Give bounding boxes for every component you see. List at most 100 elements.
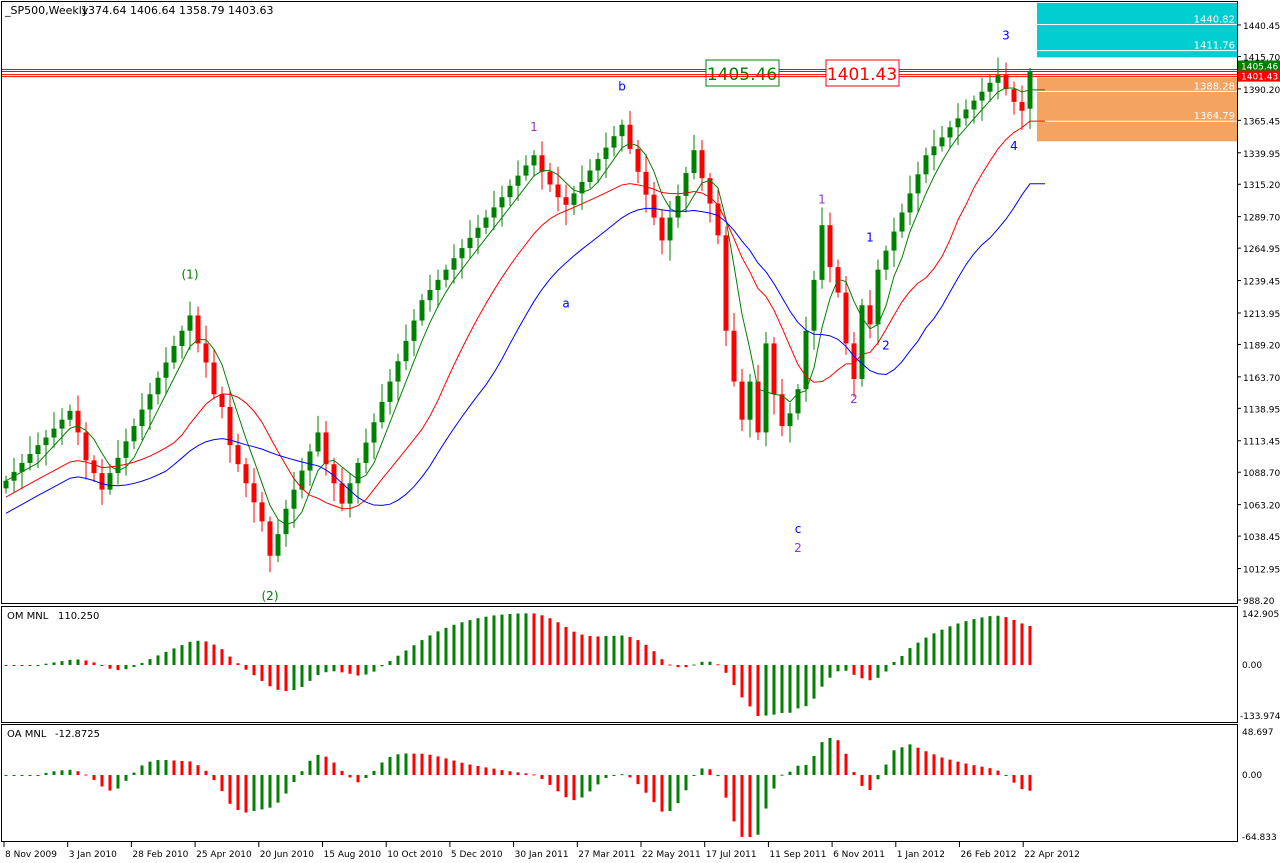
- y-tick-label: 1038.45: [1243, 533, 1280, 543]
- candle-body: [163, 362, 169, 378]
- om-bar: [596, 636, 600, 665]
- oa-bar: [988, 768, 992, 775]
- candle-body: [43, 437, 49, 446]
- candle-body: [227, 406, 233, 446]
- price-axis[interactable]: 1440.45 1415.70 1390.20 1365.45 1339.95 1315.…: [1237, 22, 1280, 607]
- oa-bar: [420, 753, 424, 775]
- oa-bar: [980, 766, 984, 775]
- candle-body: [179, 330, 185, 346]
- oa-axis-zero: 0.00: [1242, 771, 1262, 781]
- om-panel-frame: [1, 606, 1238, 723]
- candle-body: [731, 330, 737, 382]
- oa-bar: [412, 753, 416, 775]
- oa-bar: [236, 775, 240, 811]
- oa-bar: [484, 767, 488, 775]
- candle-body: [395, 361, 401, 382]
- candle-body: [515, 175, 521, 186]
- om-bar: [52, 662, 56, 665]
- oa-bar: [468, 764, 472, 775]
- oa-bar: [228, 775, 232, 804]
- oa-indicator-name: OA MNL: [7, 729, 47, 740]
- om-bar: [116, 665, 120, 671]
- candle-body: [467, 237, 473, 249]
- candle-body: [643, 171, 649, 195]
- candle-body: [283, 508, 289, 535]
- oa-bar: [820, 742, 824, 775]
- oa-bar: [220, 775, 224, 792]
- candle-body: [443, 269, 449, 280]
- om-bar: [156, 655, 160, 665]
- candle-body: [387, 381, 393, 402]
- wave-label: (1): [182, 267, 199, 281]
- om-bar: [876, 665, 880, 678]
- om-axis-zero: 0.00: [1242, 661, 1262, 671]
- om-bar: [636, 640, 640, 665]
- oa-bar: [668, 775, 672, 811]
- om-bar: [188, 641, 192, 665]
- y-tick-label: 1390.20: [1243, 86, 1280, 96]
- candle-body: [563, 197, 569, 205]
- oa-bar: [356, 775, 360, 783]
- oa-bar: [868, 775, 872, 790]
- om-bar: [988, 616, 992, 665]
- candle-body: [779, 394, 785, 427]
- candle-body: [699, 150, 705, 179]
- candle-body: [707, 178, 713, 204]
- oa-bar: [884, 764, 888, 775]
- x-tick-label: 10 Oct 2010: [387, 850, 443, 860]
- om-bar: [540, 615, 544, 665]
- x-tick-label: 6 Nov 2011: [833, 850, 885, 860]
- om-bar: [460, 622, 464, 665]
- chart-header-symbol: _SP500,Weekly: [4, 4, 89, 17]
- wave-label: 2: [794, 541, 802, 555]
- oa-bar: [44, 772, 48, 775]
- om-bar: [508, 613, 512, 665]
- y-tick-label: 1189.20: [1243, 341, 1280, 351]
- om-bar: [268, 665, 272, 687]
- candle-body: [899, 212, 905, 232]
- oa-bar: [700, 768, 704, 775]
- time-axis[interactable]: 8 Nov 2009 3 Jan 2010 28 Feb 2010 25 Apr 20…: [3, 842, 1080, 860]
- om-bar: [932, 633, 936, 665]
- candle-body: [683, 173, 689, 196]
- candle-body: [83, 432, 89, 461]
- candle-body: [475, 227, 481, 238]
- level-box: [705, 59, 780, 87]
- om-bar: [628, 636, 632, 665]
- oa-bar: [788, 771, 792, 775]
- om-bar: [300, 665, 304, 687]
- candle-body: [611, 136, 617, 148]
- candle-body: [803, 330, 809, 390]
- om-bar: [780, 665, 784, 713]
- om-bar: [228, 656, 232, 665]
- oa-bar: [156, 760, 160, 775]
- om-indicator-name: OM MNL: [7, 611, 49, 622]
- om-bar: [956, 623, 960, 665]
- y-tick-label: 988.20: [1243, 597, 1275, 607]
- oa-bar: [892, 750, 896, 775]
- candle-body: [195, 315, 201, 344]
- candle-body: [339, 483, 345, 504]
- om-bar: [684, 665, 688, 668]
- candle-body: [715, 203, 721, 236]
- oa-bar: [12, 775, 16, 776]
- oa-bar: [476, 766, 480, 775]
- y-tick-label: 1239.45: [1243, 278, 1280, 288]
- candle-body: [323, 432, 329, 465]
- candle-body: [1011, 89, 1017, 102]
- wave-label: a: [562, 297, 569, 311]
- candle-body: [411, 320, 417, 341]
- oa-bar: [140, 765, 144, 775]
- candles[interactable]: [3, 57, 1033, 573]
- om-bar: [668, 664, 672, 666]
- om-bar: [660, 659, 664, 665]
- candle-body: [667, 217, 673, 241]
- om-bar: [180, 645, 184, 665]
- candle-body: [979, 91, 985, 101]
- candle-body: [763, 343, 769, 433]
- candle-body: [571, 193, 577, 205]
- x-tick-label: 22 Apr 2012: [1024, 850, 1080, 860]
- candle-body: [219, 394, 225, 407]
- candle-body: [507, 185, 513, 198]
